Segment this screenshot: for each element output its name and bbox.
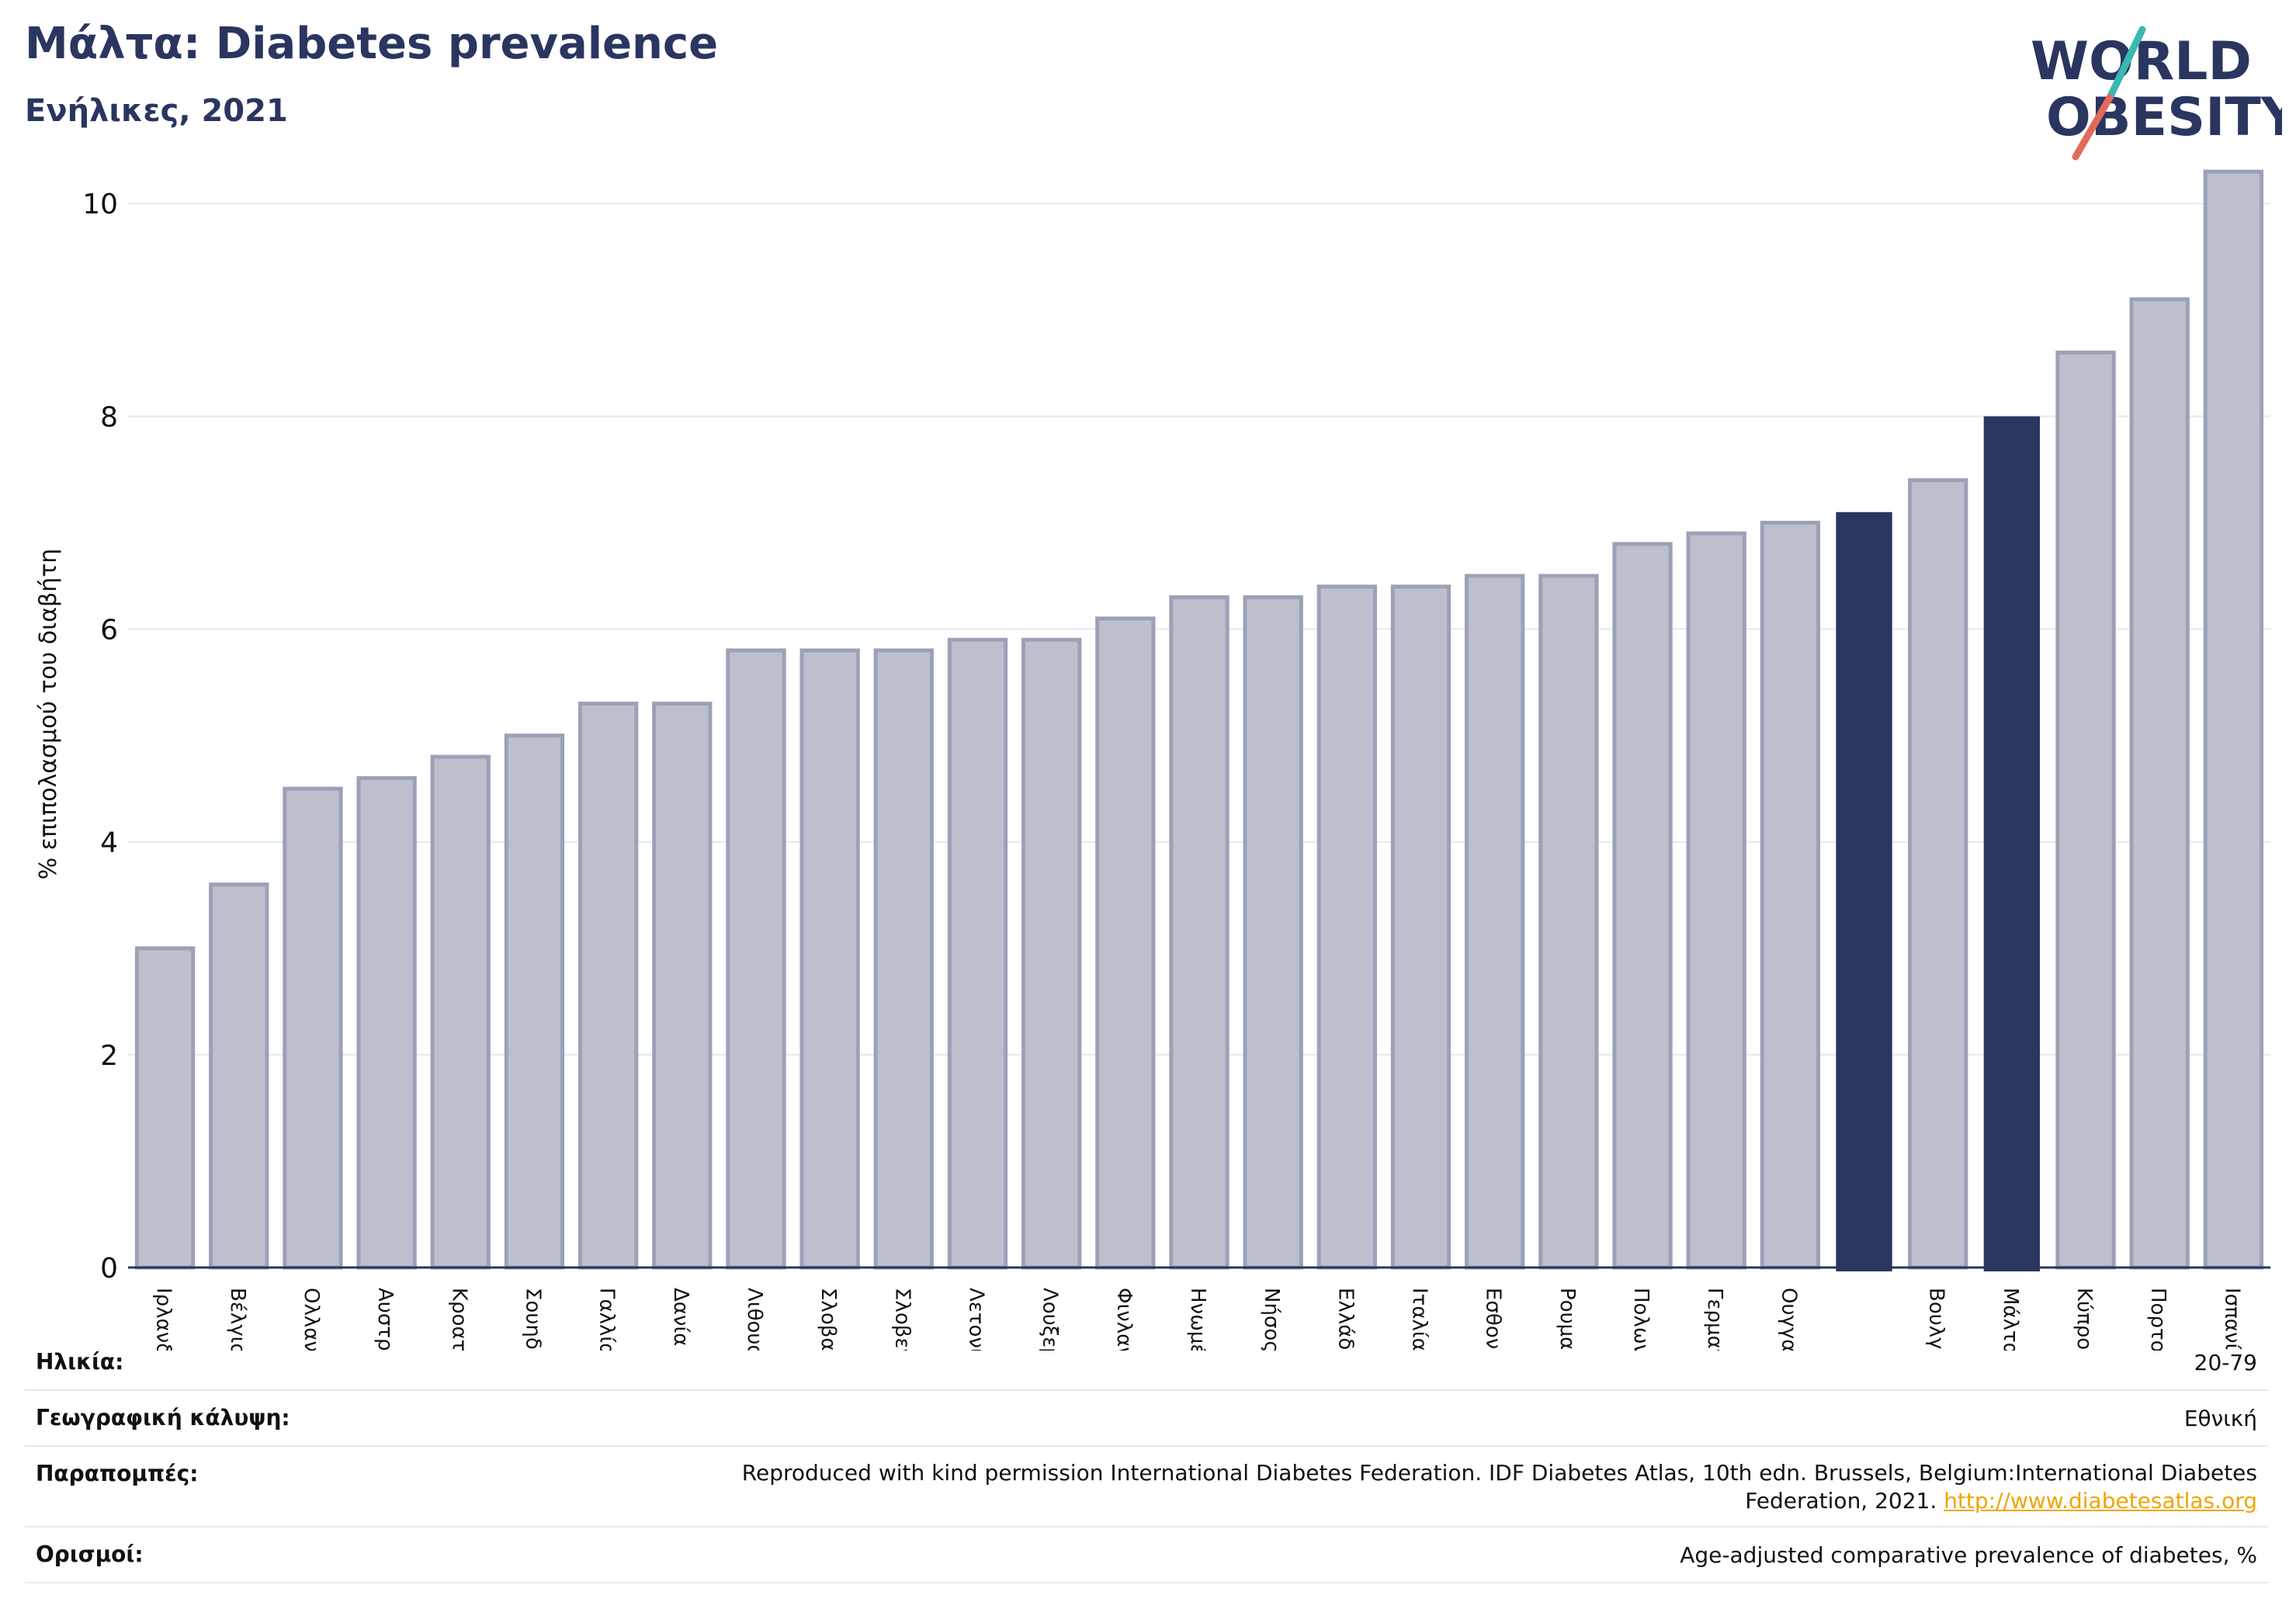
x-tick-label: Βέλγιο	[226, 1288, 249, 1351]
bar	[2129, 297, 2190, 1270]
world-obesity-logo: WORLD OBESITY	[2031, 26, 2282, 161]
bars	[128, 169, 2270, 1271]
footer-coverage-row: Γεωγραφική κάλυψη: Εθνική	[25, 1389, 2268, 1447]
x-tick-label: Πορτογαλία	[2146, 1288, 2169, 1351]
x-tick-labels: Ιρλανδία Βέλγιο Ολλανδία Αυστρία Κροατία Σουη…	[152, 1288, 2244, 1351]
bar	[873, 648, 934, 1270]
footer-age-label: Ηλικία:	[36, 1349, 124, 1375]
footer-coverage-label: Γεωγραφική κάλυψη:	[36, 1405, 290, 1431]
bar	[947, 637, 1008, 1270]
footer-definitions-row: Ορισμοί: Age-adjusted comparative preval…	[25, 1526, 2268, 1583]
footer-references-row: Παραπομπές: Reproduced with kind permiss…	[25, 1445, 2268, 1528]
footer-references-line2-wrap: Federation, 2021. http://www.diabetesatl…	[742, 1487, 2257, 1515]
x-tick-label: Σλοβενία	[890, 1288, 914, 1351]
footer-definitions-label: Ορισμοί:	[36, 1542, 144, 1567]
y-tick-label: 0	[100, 1253, 118, 1285]
x-tick-label: Ιταλία	[1408, 1288, 1431, 1351]
footer-coverage-value: Εθνική	[2183, 1406, 2257, 1431]
bar	[356, 775, 417, 1270]
x-tick-label: Ιρλανδία	[152, 1288, 175, 1351]
x-tick-label: Λετονία	[964, 1288, 987, 1351]
bar	[1169, 595, 1230, 1270]
y-tick-label: 2	[100, 1040, 118, 1072]
chart-title: Μάλτα: Diabetes prevalence	[25, 19, 719, 69]
bar-highlighted	[1983, 416, 2041, 1271]
bar	[430, 754, 491, 1270]
logo-slash-teal	[2106, 26, 2146, 102]
bar	[1538, 574, 1599, 1270]
logo-text-world: WORLD	[2031, 31, 2252, 92]
x-tick-label: Πολωνία	[1629, 1288, 1653, 1351]
bar-highlighted	[1836, 512, 1892, 1271]
bar	[209, 883, 269, 1270]
chart-subtitle: Ενήλικες, 2021	[25, 93, 288, 129]
footer-references-value: Reproduced with kind permission Internat…	[742, 1459, 2257, 1515]
x-tick-label: Ολλανδία	[300, 1288, 323, 1351]
y-tick-label: 6	[100, 615, 118, 647]
bar	[1686, 531, 1746, 1270]
footer-references-link[interactable]: http://www.diabetesatlas.org	[1944, 1488, 2257, 1514]
y-tick-labels: 0 2 4 6 8 10	[82, 189, 118, 1285]
bar	[799, 648, 860, 1270]
x-tick-label: Μάλτα	[1999, 1288, 2022, 1351]
x-tick-label: Λουξεμβούργο	[1039, 1288, 1062, 1351]
x-tick-label: Ισπανία	[2220, 1288, 2243, 1351]
bar	[1612, 542, 1673, 1270]
y-tick-label: 10	[82, 189, 118, 220]
bar	[1908, 478, 1968, 1270]
x-tick-label: Ηνωμένο Βασίλειο	[1186, 1288, 1209, 1351]
bar	[1095, 616, 1156, 1270]
logo-slash-coral	[2072, 94, 2114, 161]
x-tick-label: Σλοβακία	[817, 1288, 840, 1351]
y-axis-label: % επιπολασμού του διαβήτη	[35, 549, 62, 880]
bar	[577, 702, 639, 1270]
x-tick-label: Νήσος Μαν	[1260, 1288, 1283, 1351]
x-tick-label: Κύπρος	[2072, 1288, 2096, 1351]
x-tick-label: Γαλλία	[595, 1288, 619, 1351]
footer-references-label: Παραπομπές:	[36, 1461, 199, 1486]
x-tick-label: Σουηδία	[521, 1288, 544, 1351]
footer-definitions-value: Age-adjusted comparative prevalence of d…	[1680, 1542, 2257, 1568]
x-tick-label: Εσθονία	[1482, 1288, 1505, 1351]
footer-references-line1: Reproduced with kind permission Internat…	[741, 1460, 2257, 1486]
bar	[134, 946, 196, 1270]
bar	[2203, 169, 2264, 1270]
bar	[652, 702, 713, 1270]
x-tick-label: Λιθουανία	[743, 1288, 766, 1351]
x-tick-label: Ελλάδα	[1334, 1288, 1357, 1351]
x-tick-label: Γερμανία	[1703, 1288, 1726, 1351]
bar-chart: 0 2 4 6 8 10 Ιρλανδία Βέλγιο Ολλανδία Αυστρία Κρο…	[35, 169, 2270, 1351]
bar	[1243, 595, 1303, 1270]
footer-references-line2: Federation, 2021.	[1745, 1488, 1937, 1514]
x-tick-label: Βουλγαρία	[1925, 1288, 1948, 1351]
footer-age-value: 20-79	[2194, 1350, 2257, 1375]
bar	[726, 648, 786, 1270]
x-tick-label: Ρουμανία	[1556, 1288, 1579, 1351]
y-tick-label: 4	[100, 827, 118, 859]
bar	[283, 786, 343, 1270]
bar	[1316, 584, 1378, 1270]
bar	[1760, 520, 1821, 1270]
bar	[1021, 637, 1082, 1270]
y-tick-label: 8	[100, 401, 118, 433]
x-tick-label: Δανία	[669, 1288, 692, 1346]
bar	[2055, 350, 2116, 1270]
bar	[1390, 584, 1451, 1270]
x-tick-label: Φινλανδία	[1112, 1288, 1136, 1351]
bar	[504, 733, 565, 1270]
x-tick-label: Κροατία	[447, 1288, 470, 1351]
x-tick-label: Αυστρία	[373, 1288, 397, 1351]
x-tick-label: Ουγγαρία	[1777, 1288, 1800, 1351]
footer-age-row: Ηλικία: 20-79	[25, 1333, 2268, 1391]
bar	[1465, 574, 1525, 1270]
